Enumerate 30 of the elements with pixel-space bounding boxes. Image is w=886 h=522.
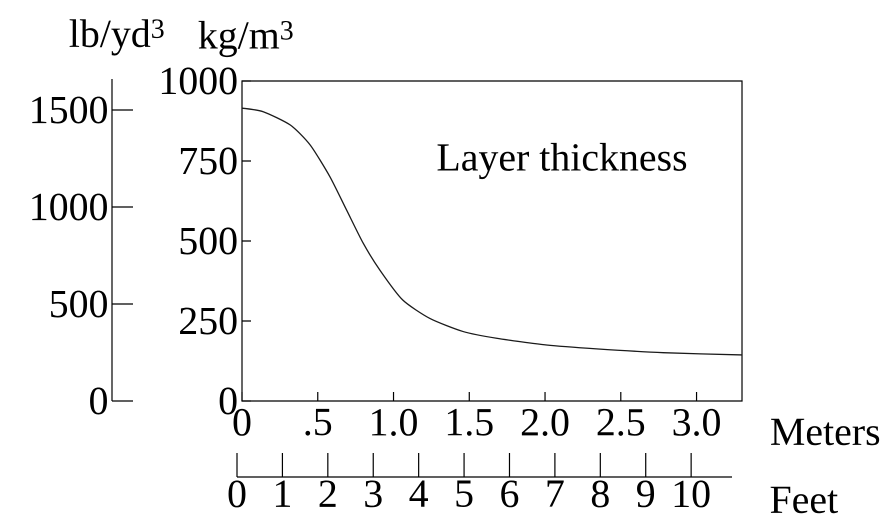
y2-tick-label: 0 bbox=[90, 388, 107, 414]
x2-tick-label: 2 bbox=[320, 480, 336, 507]
y-tick-label: 500 bbox=[180, 228, 237, 254]
y2-axis-title: lb/yd$^{3}$ bbox=[70, 19, 164, 56]
annotation: Layer thickness bbox=[438, 142, 686, 180]
x-axis-title: Meters bbox=[771, 418, 880, 446]
y-tick-label: 250 bbox=[180, 308, 237, 334]
x-tick-label: 2.0 bbox=[522, 408, 568, 436]
x2-tick-label: 3 bbox=[365, 480, 382, 508]
x-tick-label: 2.5 bbox=[598, 408, 644, 436]
x2-tick-label: 4 bbox=[409, 480, 428, 507]
y-tick-label: 1000 bbox=[162, 68, 237, 94]
y-axis-title: kg/m$^{3}$ bbox=[198, 20, 293, 58]
x2-tick-label: 5 bbox=[456, 480, 472, 508]
y2-tick-label: 1000 bbox=[32, 194, 107, 220]
x2-tick-label: 10 bbox=[674, 480, 710, 508]
x2-tick-label: 8 bbox=[592, 480, 609, 508]
x2-tick-label: 7 bbox=[548, 480, 564, 507]
y2-tick-label: 1500 bbox=[32, 96, 107, 124]
x2-tick-label: 1 bbox=[276, 480, 290, 507]
x-tick-label: 1.0 bbox=[372, 408, 417, 436]
x2-tick-label: 6 bbox=[501, 480, 518, 508]
y-tick-label: 750 bbox=[180, 148, 237, 174]
x-tick-label: 1.5 bbox=[448, 408, 493, 436]
y2-tick-label: 500 bbox=[51, 290, 107, 318]
x2-axis-title: Feet bbox=[770, 486, 838, 514]
line-series bbox=[242, 108, 742, 356]
x-tick-label: .5 bbox=[305, 408, 332, 436]
x-tick-label: 3.0 bbox=[674, 408, 720, 436]
x2-tick-label: 9 bbox=[637, 480, 654, 508]
